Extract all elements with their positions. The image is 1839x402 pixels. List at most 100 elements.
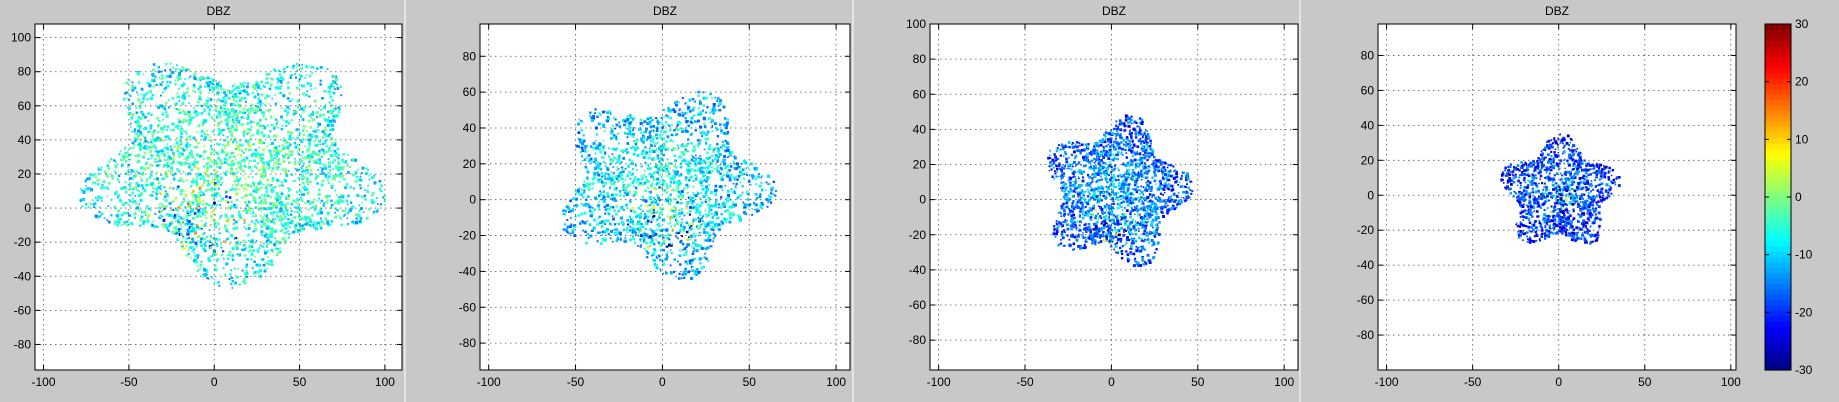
echo-cell <box>226 254 229 256</box>
echo-cell <box>223 257 225 260</box>
echo-cell <box>222 250 225 253</box>
echo-cell <box>346 217 349 220</box>
echo-cell <box>236 113 239 115</box>
echo-cell <box>248 144 251 148</box>
echo-cell <box>167 152 169 154</box>
echo-cell <box>273 164 275 166</box>
echo-cell <box>334 88 336 90</box>
echo-cell <box>290 217 293 220</box>
echo-cell <box>207 168 210 171</box>
echo-cell <box>245 100 247 103</box>
echo-cell <box>200 264 202 267</box>
echo-cell <box>228 140 231 143</box>
echo-cell <box>178 215 181 218</box>
echo-cell <box>249 128 252 132</box>
echo-cell <box>180 243 184 246</box>
echo-cell <box>192 227 196 231</box>
echo-cell <box>199 79 202 82</box>
echo-cell <box>131 141 135 144</box>
echo-cell <box>326 219 330 223</box>
echo-cell <box>232 111 236 114</box>
echo-cell <box>293 162 297 166</box>
echo-cell <box>100 200 103 203</box>
echo-cell <box>279 73 282 76</box>
echo-cell <box>365 216 369 220</box>
echo-cell <box>340 94 343 97</box>
echo-cell <box>237 121 240 124</box>
echo-cell <box>329 146 331 148</box>
echo-cell <box>145 179 148 183</box>
echo-cell <box>307 208 309 211</box>
echo-cell <box>163 107 166 110</box>
echo-cell <box>319 209 323 213</box>
echo-cell <box>260 186 263 190</box>
echo-cell <box>270 227 274 230</box>
echo-cell <box>210 205 214 209</box>
echo-cell <box>211 242 214 245</box>
echo-cell <box>211 177 214 180</box>
echo-cell <box>281 224 285 227</box>
echo-cell <box>180 228 183 231</box>
echo-cell <box>273 138 276 142</box>
echo-cell <box>189 210 193 213</box>
echo-cell <box>240 83 244 86</box>
echo-cell <box>215 115 219 119</box>
echo-cell <box>282 147 285 150</box>
echo-cell <box>230 205 232 208</box>
echo-cell <box>243 187 246 191</box>
echo-cell <box>361 186 364 188</box>
echo-cell <box>290 119 292 121</box>
echo-cell <box>100 212 104 216</box>
echo-cell <box>154 187 158 190</box>
echo-cell <box>121 160 123 162</box>
echo-cell <box>85 184 87 187</box>
echo-cell <box>258 146 261 149</box>
echo-cell <box>247 128 250 131</box>
echo-cell <box>245 90 248 94</box>
echo-cell <box>275 122 278 125</box>
echo-cell <box>238 253 242 256</box>
echo-cell <box>259 215 261 217</box>
echo-cell <box>237 207 239 209</box>
echo-cell <box>262 124 265 128</box>
echo-cell <box>89 202 92 206</box>
echo-cell <box>173 151 176 153</box>
echo-cell <box>324 118 327 121</box>
echo-cell <box>277 251 280 254</box>
echo-cell <box>213 160 217 164</box>
echo-cell <box>318 115 322 118</box>
echo-cell <box>283 214 286 217</box>
echo-cell <box>102 180 106 184</box>
echo-cell <box>89 187 91 190</box>
echo-cell <box>182 162 185 165</box>
echo-cell <box>238 219 241 222</box>
echo-cell <box>201 212 205 216</box>
echo-cell <box>188 135 192 138</box>
echo-cell <box>208 92 210 94</box>
echo-cell <box>364 189 366 191</box>
echo-cell <box>287 193 290 196</box>
echo-cell <box>276 82 278 85</box>
echo-cell <box>271 158 275 162</box>
echo-cell <box>256 221 260 224</box>
echo-cell <box>214 86 218 89</box>
echo-cell <box>214 253 217 256</box>
echo-cell <box>346 223 350 226</box>
echo-cell <box>186 133 188 135</box>
echo-cell <box>245 140 248 143</box>
echo-cell <box>290 219 293 223</box>
echo-cell <box>164 109 167 111</box>
echo-cell <box>327 150 330 153</box>
echo-cell <box>216 153 219 156</box>
echo-cell <box>178 100 181 102</box>
echo-cell <box>282 204 285 206</box>
echo-cell <box>235 95 238 98</box>
echo-cell <box>194 194 197 197</box>
echo-cell <box>301 151 304 154</box>
echo-cell <box>136 124 140 128</box>
echo-cell <box>282 145 286 149</box>
echo-cell <box>307 171 310 174</box>
echo-cell <box>219 232 222 235</box>
echo-cell <box>281 210 285 213</box>
echo-cell <box>168 99 170 101</box>
